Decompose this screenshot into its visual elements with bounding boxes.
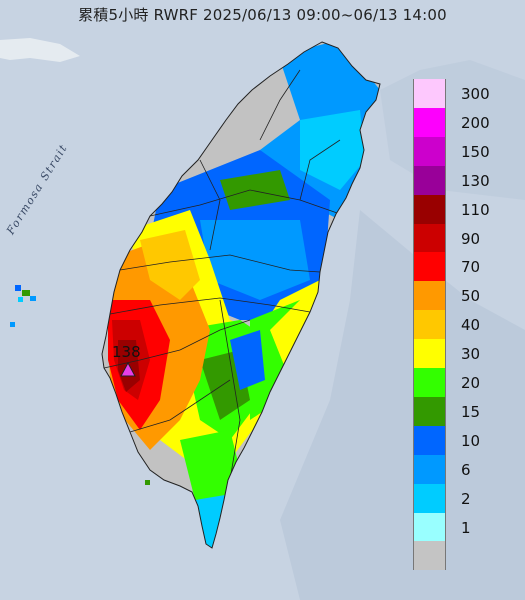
legend-swatch [413,165,446,195]
legend-swatch [413,79,446,108]
offshore-rain-1 [15,285,21,291]
offshore-rain-3 [30,296,36,301]
legend-swatch [413,136,446,166]
legend-swatch [413,194,446,224]
legend-swatch [413,541,446,571]
legend-label: 130 [461,171,490,190]
taiwan-coastline [101,41,381,549]
legend-swatch [413,512,446,542]
map-title: 累積5小時 RWRF 2025/06/13 09:00~06/13 14:00 [78,6,447,24]
legend-swatch [413,310,446,340]
legend-label: 200 [461,113,490,132]
offshore-rain-5 [10,322,15,327]
zone-gold [140,230,200,300]
offshore-rain-6 [145,480,150,485]
zone-north-cyan [300,110,365,190]
legend-label: 1 [461,518,471,537]
legend-label: 40 [461,316,481,335]
north-islands [0,38,80,62]
legend-label: 2 [461,489,471,508]
zone-east-blue [230,330,265,390]
legend-swatch [413,339,446,369]
rainfall-legend: 300 200 150 130 110 90 70 50 40 30 20 15 10 6 2 1 [413,79,509,571]
legend-swatch [413,396,446,426]
zone-east-yellow [270,290,318,380]
zone-central-green [220,170,290,210]
legend-label: 15 [461,402,481,421]
legend-label: 10 [461,431,481,450]
offshore-rain-4 [18,297,23,302]
zone-mountain-lightblue [200,220,310,300]
legend-swatch [413,223,446,253]
legend-label: 90 [461,229,481,248]
legend-label: 300 [461,85,490,103]
legend-label: 70 [461,258,481,277]
offshore-rain-2 [22,290,30,296]
legend-label: 150 [461,142,490,161]
county-boundaries [103,69,341,481]
max-value-label: 138 [112,343,141,361]
legend-label: 6 [461,460,471,479]
legend-swatch [413,454,446,484]
legend-label: 50 [461,287,481,306]
legend-swatch [413,107,446,137]
legend-label: 20 [461,374,481,392]
max-rainfall-marker [120,361,136,377]
legend-label: 110 [461,200,490,219]
legend-swatch [413,483,446,513]
legend-swatch [413,252,446,282]
legend-swatch [413,368,446,397]
sea-texture [280,210,525,600]
legend-swatch [413,281,446,311]
legend-swatch [413,425,446,455]
legend-label: 30 [461,345,481,364]
